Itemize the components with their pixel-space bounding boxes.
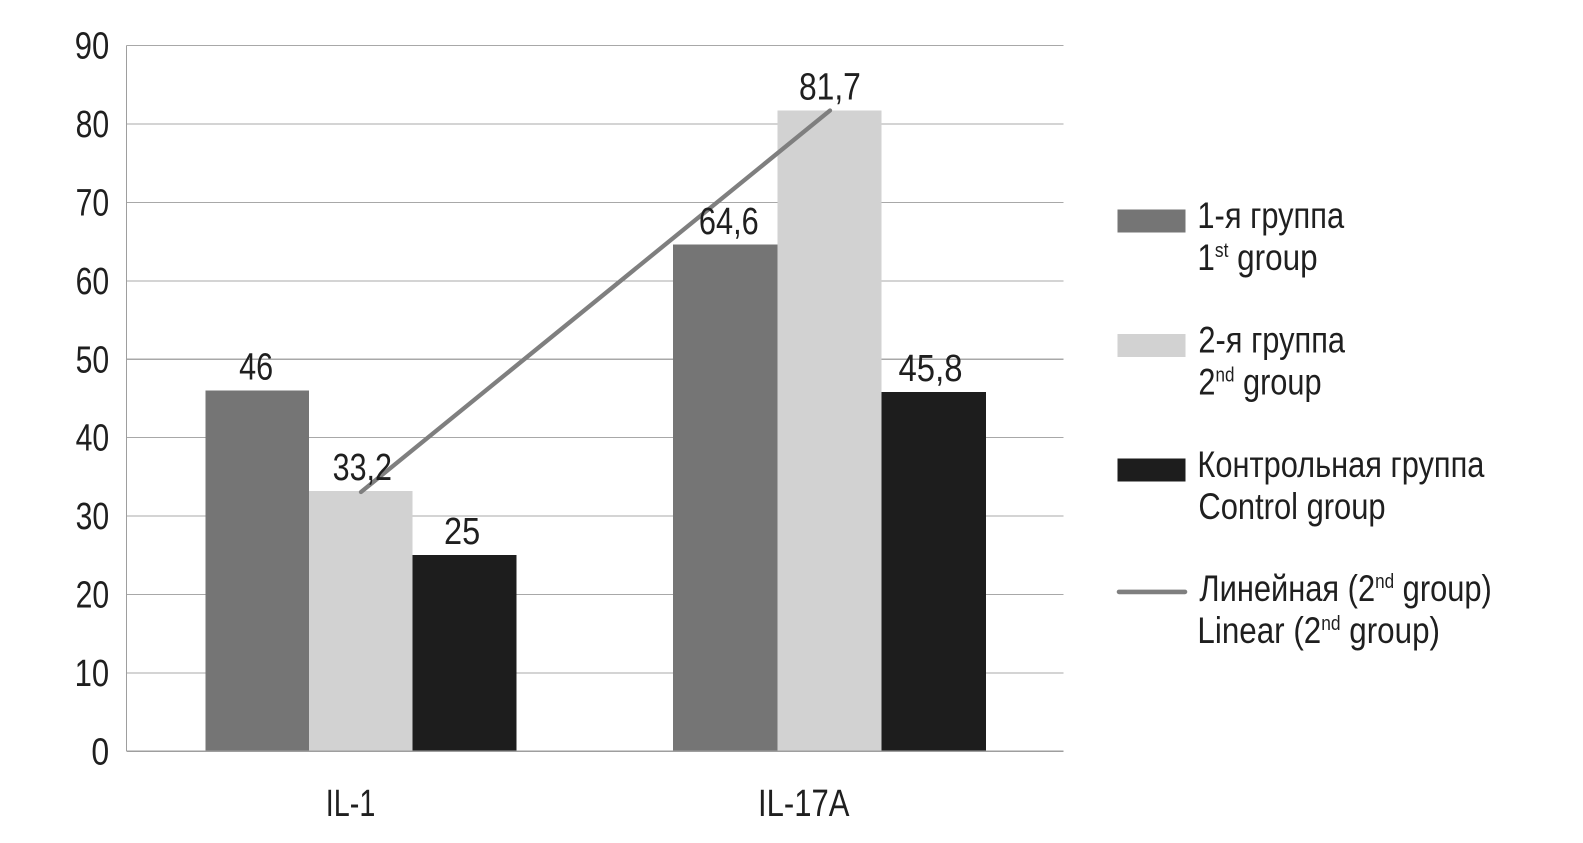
svg-text:70: 70 [76, 182, 110, 224]
svg-text:60: 60 [76, 261, 110, 303]
svg-text:2nd group: 2nd group [1198, 362, 1321, 403]
svg-text:30: 30 [76, 496, 110, 538]
svg-text:Linear (2nd group): Linear (2nd group) [1197, 611, 1440, 652]
svg-text:20: 20 [76, 574, 110, 616]
svg-text:1st group: 1st group [1197, 238, 1317, 279]
svg-text:2-я группа: 2-я группа [1198, 320, 1345, 361]
svg-text:25: 25 [444, 511, 480, 553]
svg-text:Control group: Control group [1198, 486, 1385, 527]
svg-text:46: 46 [239, 347, 273, 389]
svg-text:10: 10 [75, 653, 110, 695]
svg-text:64,6: 64,6 [699, 201, 759, 243]
svg-text:80: 80 [76, 104, 110, 146]
svg-text:IL-17A: IL-17A [758, 783, 850, 825]
svg-text:40: 40 [76, 417, 110, 459]
svg-text:IL-1: IL-1 [326, 783, 376, 825]
svg-text:90: 90 [75, 26, 109, 68]
svg-text:Линейная (2nd group): Линейная (2nd group) [1199, 569, 1491, 610]
svg-text:0: 0 [91, 731, 109, 773]
svg-text:50: 50 [76, 339, 110, 381]
svg-text:45,8: 45,8 [899, 347, 963, 390]
svg-text:Контрольная группа: Контрольная группа [1197, 444, 1484, 485]
svg-text:81,7: 81,7 [799, 66, 861, 108]
svg-text:1-я группа: 1-я группа [1197, 196, 1344, 237]
svg-text:33,2: 33,2 [333, 447, 392, 489]
